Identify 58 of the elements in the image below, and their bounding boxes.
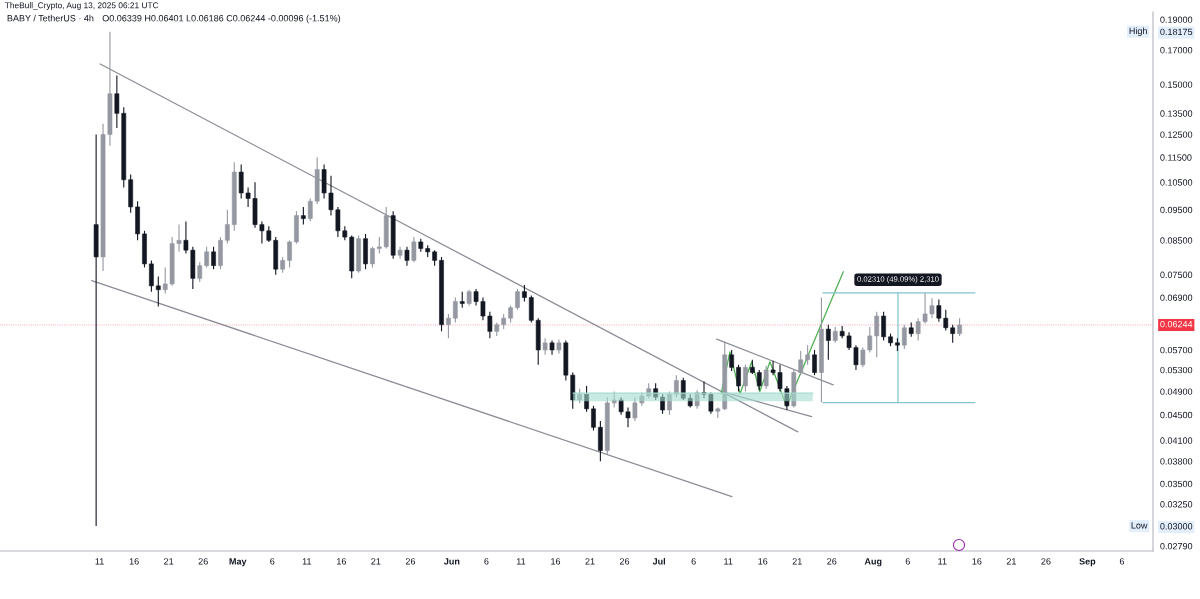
y-tick-label: 0.04100 — [1160, 437, 1193, 444]
x-tick-label: 16 — [337, 558, 346, 565]
x-tick-label: Jun — [443, 558, 460, 565]
x-tick-label: 26 — [405, 558, 416, 565]
x-tick-label: 16 — [129, 558, 139, 565]
y-tick-label: 0.09500 — [1160, 206, 1193, 214]
x-tick-label: 11 — [302, 558, 312, 565]
y-tick-label: 0.03800 — [1160, 458, 1193, 465]
y-tick-label: 0.17000 — [1160, 47, 1193, 54]
annotation: Low — [1131, 522, 1148, 529]
x-tick-label: 26 — [198, 558, 208, 565]
x-tick-label: 21 — [585, 558, 595, 565]
x-tick-label: Aug — [864, 558, 882, 567]
y-tick-label: 0.05700 — [1160, 346, 1193, 354]
x-tick-label: 11 — [516, 558, 526, 565]
x-tick-label: 6 — [905, 558, 910, 565]
y-tick-label: 0.08500 — [1160, 237, 1193, 244]
x-tick-label: 26 — [620, 558, 630, 565]
x-tick-label: Jul — [652, 557, 665, 565]
x-tick-label: 16 — [551, 558, 561, 565]
x-tick-label: 6 — [691, 558, 696, 565]
y-tick-label: 0.12500 — [1160, 131, 1193, 138]
y-tick-label: 0.05300 — [1160, 366, 1193, 374]
x-tick-label: 6 — [1119, 558, 1125, 565]
y-tick-label: 0.11500 — [1160, 154, 1192, 161]
y-tick-label: 0.03250 — [1160, 501, 1193, 508]
x-tick-label: 6 — [484, 558, 489, 565]
y-tick-label: 0.18175 — [1160, 28, 1193, 36]
y-tick-label: 0.13500 — [1160, 110, 1193, 117]
x-tick-label: 21 — [1006, 558, 1016, 565]
x-tick-label: 16 — [758, 558, 768, 565]
x-tick-label: 21 — [371, 558, 381, 565]
y-tick-label: 0.02790 — [1160, 543, 1193, 550]
text: TheBull_Crypto, Aug 13, 2025 06:21 UTC — [4, 2, 159, 10]
y-tick-label: 0.04500 — [1160, 411, 1193, 419]
y-tick-label: 0.03500 — [1160, 480, 1193, 488]
y-tick-label: 0.10500 — [1160, 179, 1193, 186]
x-tick-label: 16 — [972, 558, 982, 565]
x-tick-label: May — [229, 558, 247, 567]
x-tick-label: 21 — [164, 558, 174, 565]
y-tick-label: 0.06900 — [1160, 294, 1193, 301]
x-tick-label: 6 — [270, 558, 275, 565]
annotation: High — [1129, 27, 1147, 36]
y-tick-label: 0.04900 — [1160, 388, 1193, 395]
x-tick-label: 11 — [938, 558, 947, 565]
x-tick-label: 26 — [827, 558, 837, 565]
chart-title: BABY / TetherUS · 4h — [7, 14, 94, 22]
x-tick-label: 11 — [724, 558, 733, 565]
x-tick-label: 26 — [1041, 558, 1051, 565]
x-tick-label: Sep — [1079, 558, 1096, 567]
ref-line-label: 0.06244 — [1160, 320, 1193, 328]
y-tick-label: 0.15000 — [1160, 81, 1193, 88]
y-tick-label: 0.07500 — [1160, 271, 1193, 279]
y-tick-label: 0.19000 — [1160, 16, 1193, 23]
x-tick-label: 21 — [792, 558, 802, 565]
y-tick-label: 0.03000 — [1160, 523, 1193, 530]
x-tick-label: 11 — [95, 558, 104, 565]
chart-subtitle: O0.06339 H0.06401 L0.06186 C0.06244 -0.00096 (-1.51%) — [102, 14, 341, 24]
